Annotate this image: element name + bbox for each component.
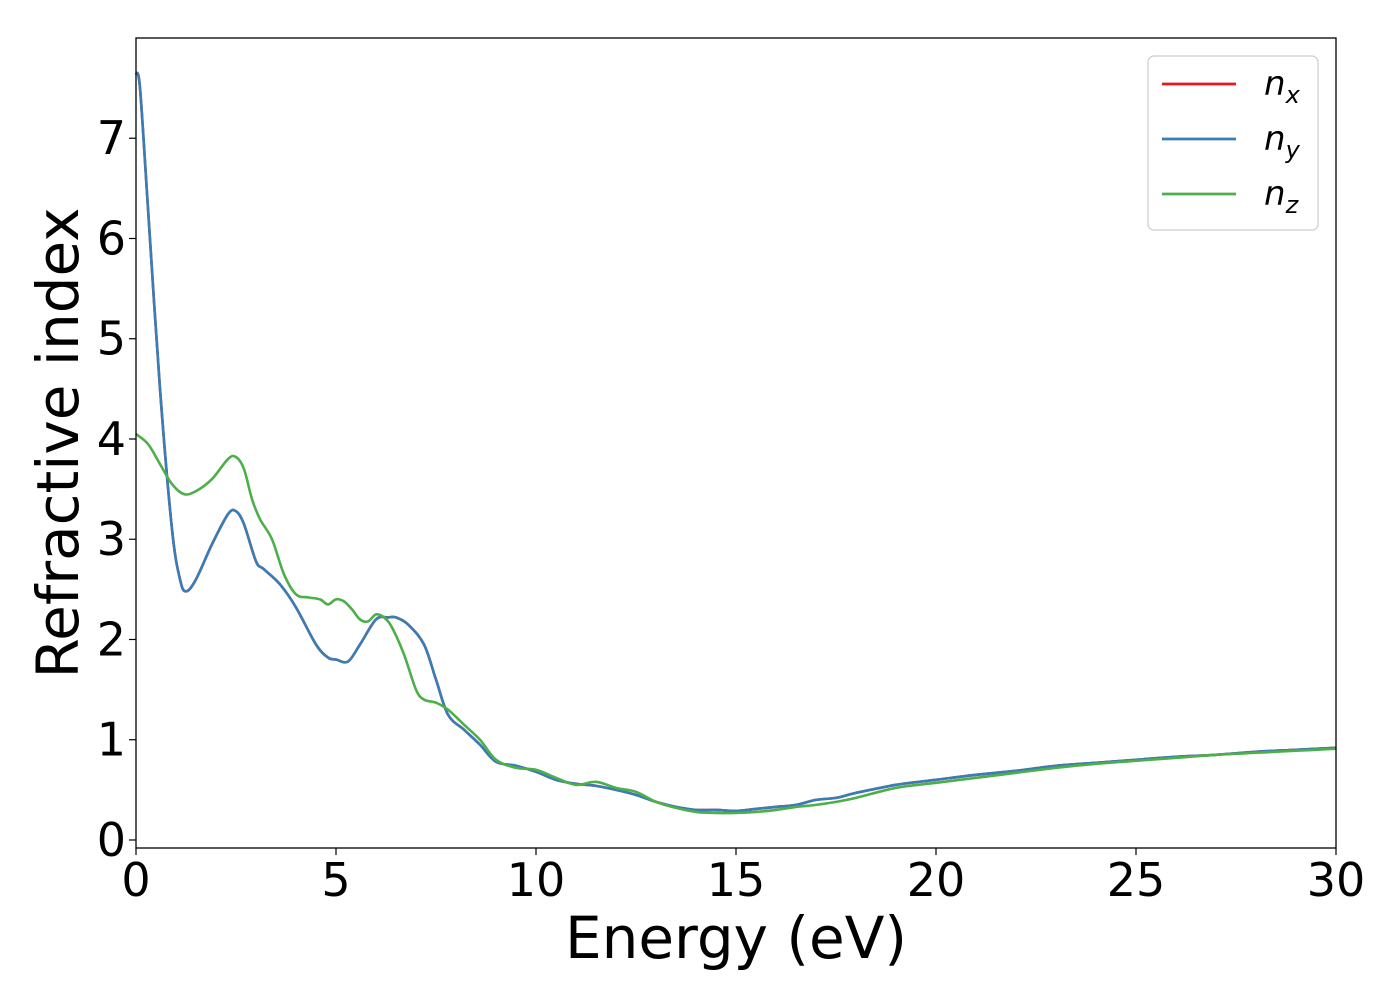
y-tick-label: 0 (97, 813, 126, 867)
y-axis-ticks: 0 1 2 3 4 5 6 7 (97, 111, 136, 867)
legend: nx ny nz (1147, 55, 1319, 231)
y-axis-title: Refractive index (24, 207, 92, 678)
series-layer (134, 71, 1337, 815)
legend-label-x: nx (1264, 64, 1301, 109)
x-tick-label: 0 (121, 853, 150, 907)
y-tick-label: 1 (97, 713, 126, 767)
y-tick-label: 4 (97, 412, 126, 466)
x-tick-label: 25 (1107, 853, 1166, 907)
y-tick-label: 3 (97, 512, 126, 566)
x-tick-label: 10 (507, 853, 566, 907)
x-axis-ticks: 0 5 10 15 20 25 30 (121, 848, 1365, 907)
series-line-y (134, 71, 1337, 813)
x-tick-label: 15 (707, 853, 766, 907)
legend-label-z: nz (1264, 174, 1300, 219)
legend-label-y: ny (1264, 119, 1301, 164)
y-tick-label: 5 (97, 312, 126, 366)
x-axis-title: Energy (eV) (565, 904, 907, 972)
y-tick-label: 2 (97, 612, 126, 666)
y-tick-label: 6 (97, 211, 126, 265)
y-tick-label: 7 (97, 111, 126, 165)
legend-box (1147, 55, 1319, 231)
series-line-z (135, 432, 1337, 815)
x-tick-label: 30 (1307, 853, 1366, 907)
x-tick-label: 20 (907, 853, 966, 907)
x-tick-label: 5 (321, 853, 350, 907)
